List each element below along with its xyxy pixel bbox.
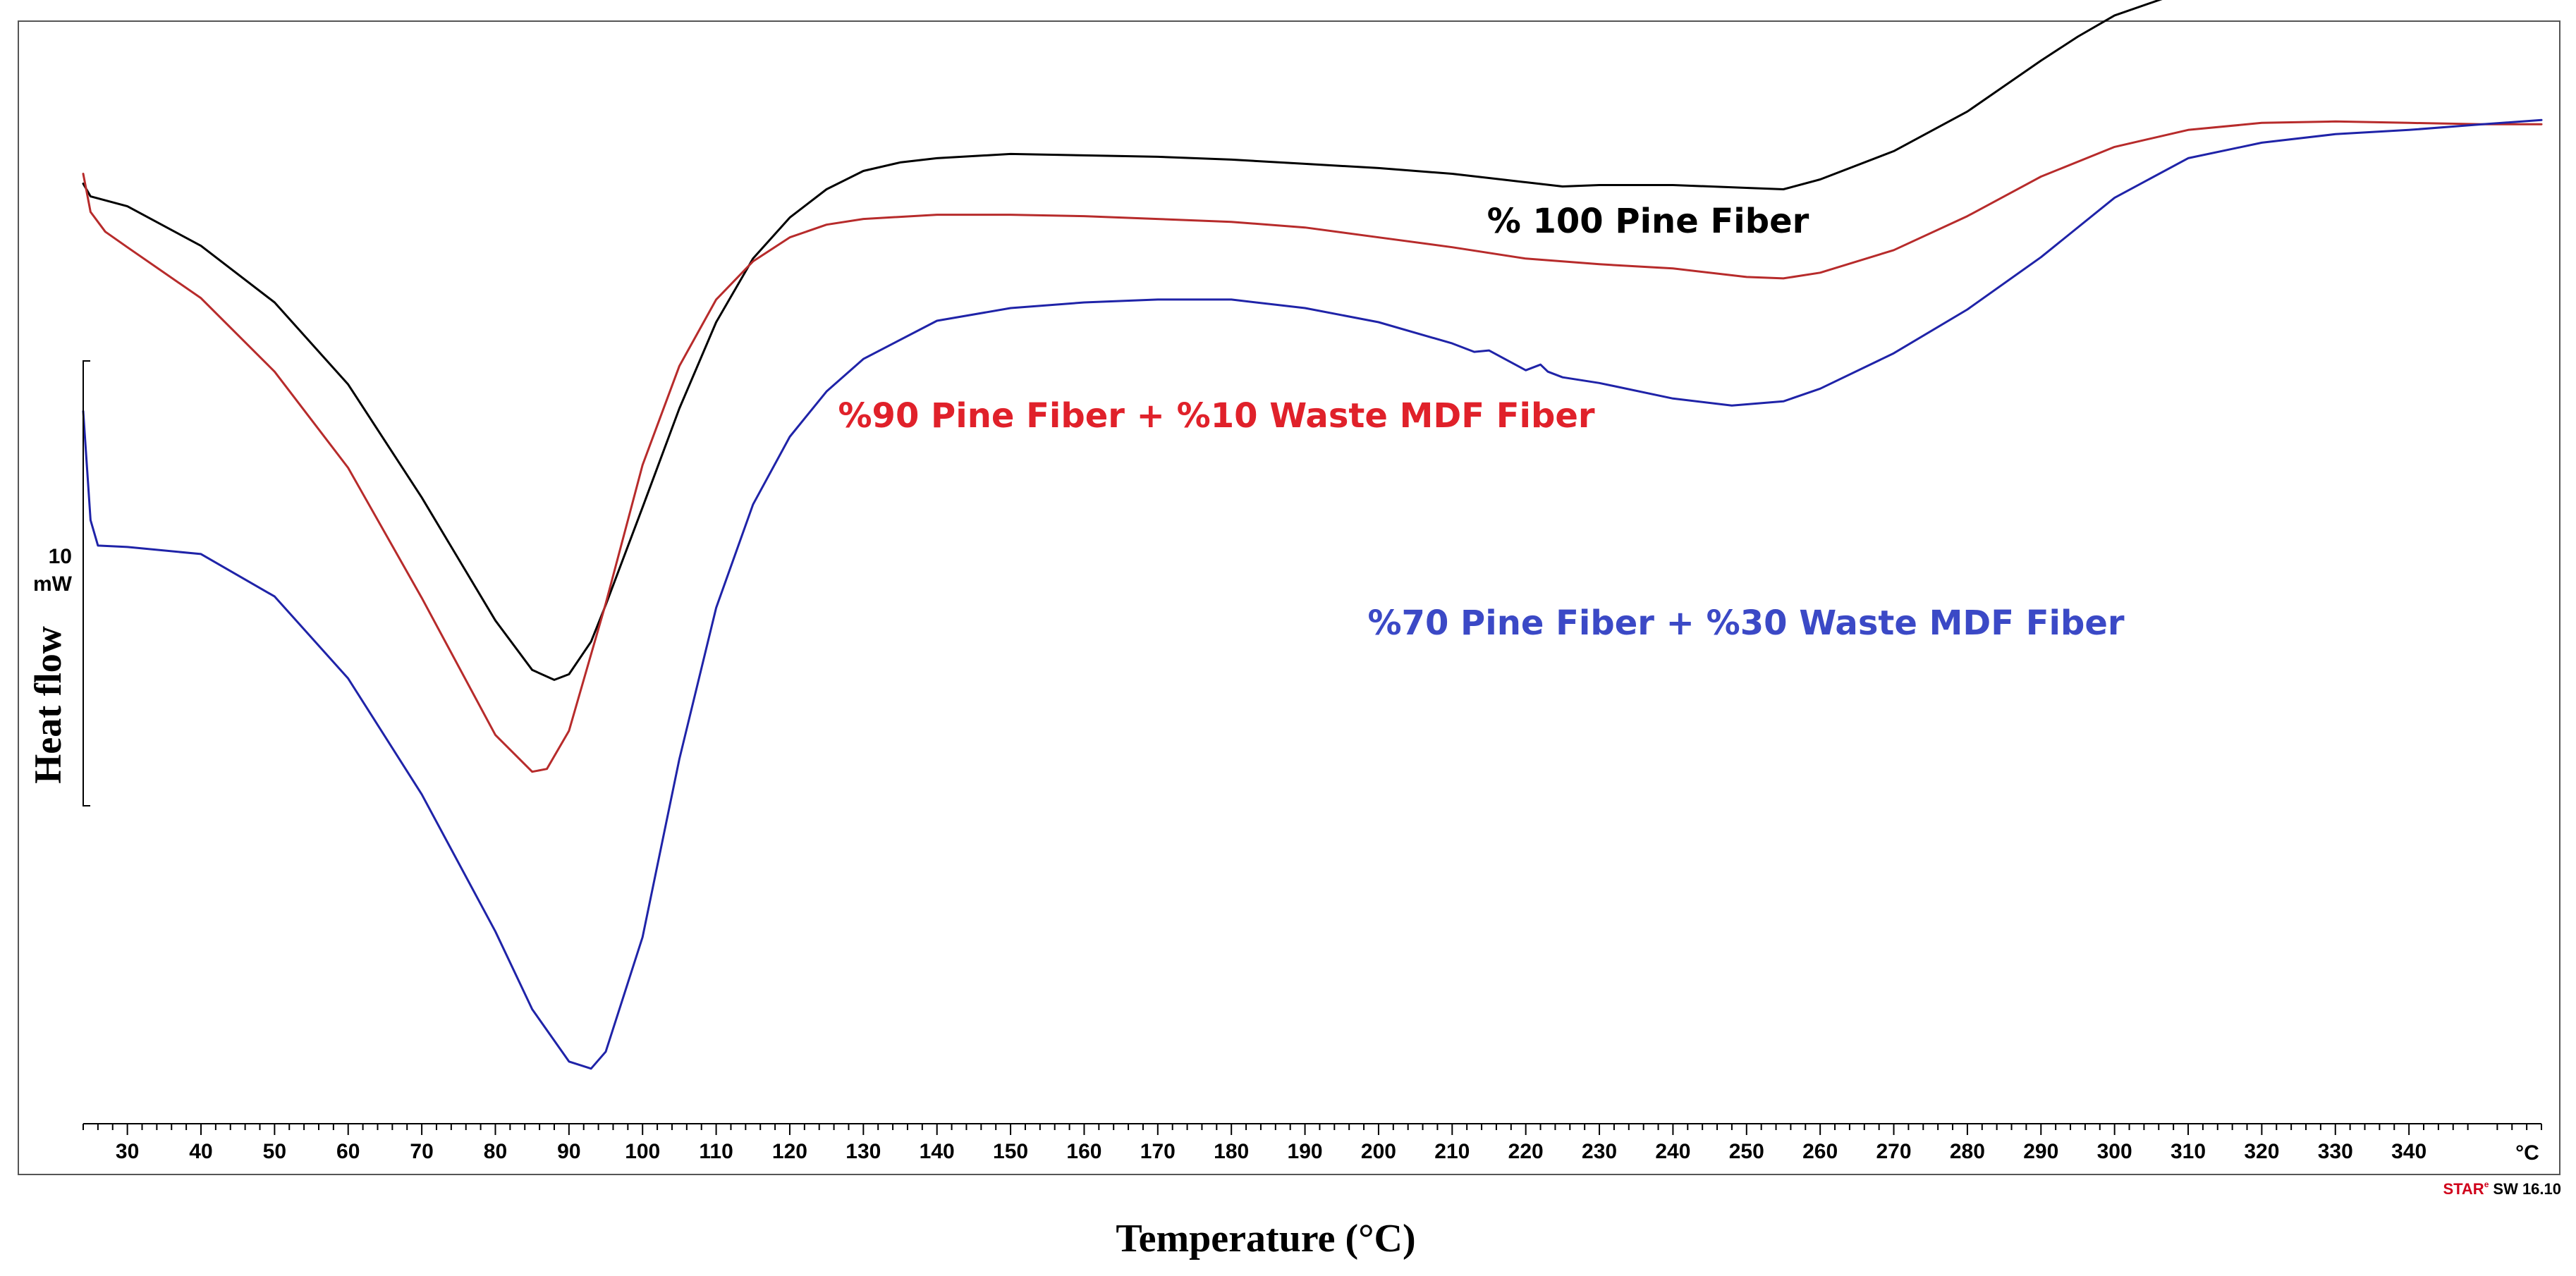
x-tick-label: 100 [625,1140,660,1163]
plot-frame [18,20,2560,1175]
series-label-70-pine-30-mdf: %70 Pine Fiber + %30 Waste MDF Fiber [1367,603,2124,643]
x-tick-labels: 30 40 50 60 70 80 90 100 110 120 130 140 150 160 170 18… [116,1140,2427,1163]
x-tick-label: 160 [1066,1140,1101,1163]
scale-bar-bracket [83,360,90,806]
series-line-2 [82,120,2543,773]
x-tick-label: 310 [2171,1140,2206,1163]
x-axis-label: Temperature (°C) [1116,1217,1415,1260]
x-tick-label: 130 [846,1140,881,1163]
x-tick-label: 150 [993,1140,1028,1163]
software-footer: STARe SW 16.10 [2443,1179,2561,1198]
x-tick-label: 290 [2023,1140,2058,1163]
x-tick-label: 90 [557,1140,580,1163]
x-tick-label: 40 [189,1140,212,1163]
x-tick-label: 80 [484,1140,507,1163]
x-tick-label: 230 [1582,1140,1617,1163]
x-tick-label: 210 [1434,1140,1470,1163]
series-line-1 [82,0,2163,681]
scale-bar: 10 mW [33,360,90,806]
x-tick-label: 190 [1288,1140,1323,1163]
x-tick-label: 50 [263,1140,286,1163]
footer-text: STARe SW 16.10 [2443,1179,2561,1198]
footer-brand: STAR [2443,1180,2484,1198]
x-unit-label: °C [2515,1141,2539,1165]
x-tick-label: 260 [1802,1140,1838,1163]
x-tick-label: 300 [2097,1140,2132,1163]
series-label-100-pine: % 100 Pine Fiber [1487,202,1809,241]
x-tick-label: 320 [2244,1140,2279,1163]
x-tick-label: 250 [1729,1140,1764,1163]
series-line-3 [82,118,2543,1070]
x-tick-label: 60 [336,1140,360,1163]
footer-mark: e [2484,1179,2489,1189]
x-tick-label: 280 [1950,1140,1985,1163]
x-tick-label: 220 [1508,1140,1544,1163]
x-tick-label: 110 [699,1140,733,1163]
x-tick-label: 270 [1876,1140,1912,1163]
x-tick-label: 30 [116,1140,139,1163]
scale-bar-unit: mW [33,572,73,596]
footer-version: SW 16.10 [2493,1180,2561,1198]
x-tick-label: 180 [1214,1140,1249,1163]
x-tick-label: 120 [772,1140,807,1163]
x-tick-label: 140 [920,1140,955,1163]
x-tick-label: 70 [410,1140,433,1163]
x-tick-label: 240 [1655,1140,1690,1163]
x-tick-label: 170 [1140,1140,1176,1163]
series-labels: % 100 Pine Fiber %90 Pine Fiber + %10 Wa… [838,202,2124,643]
y-axis-label: Heat flow [27,626,69,783]
x-tick-label: 200 [1361,1140,1396,1163]
series-label-90-pine-10-mdf: %90 Pine Fiber + %10 Waste MDF Fiber [838,396,1594,436]
x-major-ticks [126,1124,2410,1135]
x-tick-label: 330 [2318,1140,2353,1163]
x-axis: 30 40 50 60 70 80 90 100 110 120 130 140 150 160 170 18… [83,1123,2542,1165]
series-lines [82,0,2543,1070]
x-tick-label: 340 [2391,1140,2427,1163]
x-minor-ticks [83,1124,2542,1130]
scale-bar-value: 10 [49,545,72,568]
